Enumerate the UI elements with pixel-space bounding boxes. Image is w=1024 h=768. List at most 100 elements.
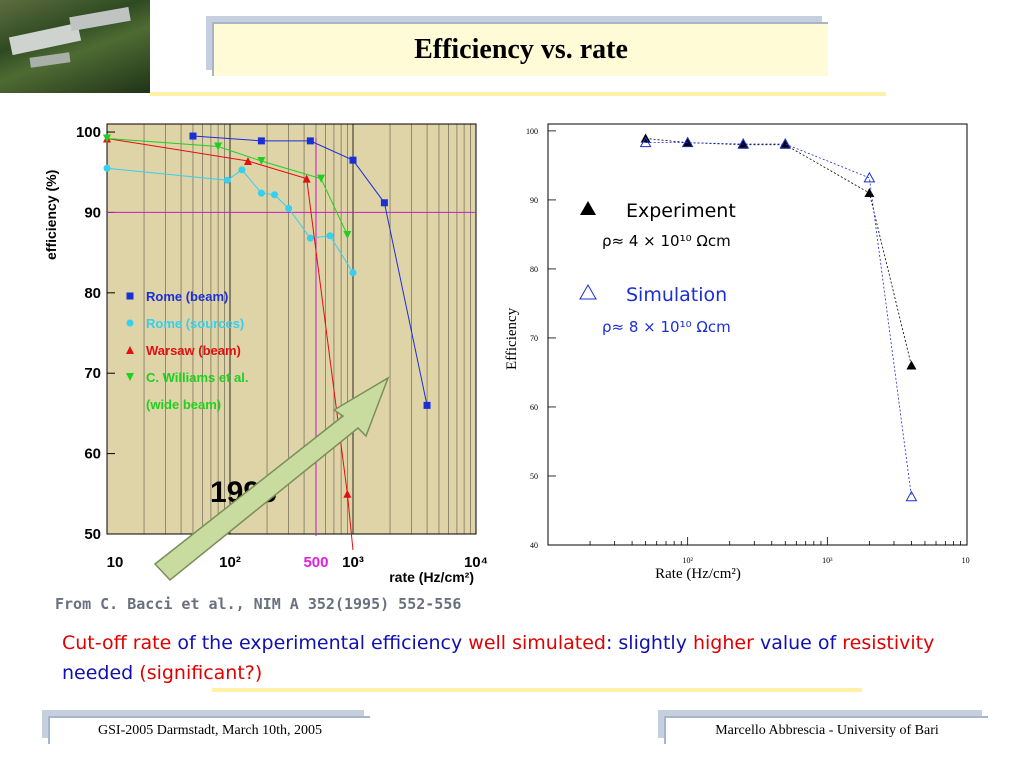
y-tick-label: 50 [530, 472, 538, 481]
conclusion-segment: : slightly [605, 632, 693, 654]
plot-frame [547, 123, 968, 546]
y-tick-label: 90 [530, 196, 538, 205]
conclusion-text: Cut-off rate of the experimental efficie… [62, 628, 982, 688]
legend-sublabel: ρ≈ 8 × 10¹⁰ Ωcm [602, 318, 731, 336]
legend-marker [126, 292, 134, 300]
x-tick-label: 10 [107, 554, 124, 571]
x-axis-label: Rate (Hz/cm²) [655, 566, 741, 582]
y-tick-label: 100 [526, 127, 538, 136]
conclusion-segment: needed [62, 662, 140, 684]
legend-label: Rome (sources) [146, 316, 244, 331]
y-tick-label: 100 [76, 124, 101, 141]
legend-marker [126, 346, 134, 354]
y-axis-label: Efficiency [504, 307, 520, 370]
data-point [306, 234, 314, 242]
legend-marker [126, 319, 134, 327]
y-tick-label: 80 [530, 265, 538, 274]
legend-label: Warsaw (beam) [146, 343, 241, 358]
series-line [106, 137, 348, 236]
x-tick-label: 10⁴ [464, 554, 488, 571]
right-chart: 40 50 60 70 80 90 100 10² 10³ 10⁴ Rate (Hz/cm²) Eff… [504, 123, 970, 582]
series-line [192, 135, 428, 406]
conclusion-segment: (significant?) [139, 662, 263, 684]
footer-right-box: Marcello Abbrescia - University of Bari [664, 716, 988, 744]
data-point [238, 166, 246, 174]
legend-label: (wide beam) [146, 397, 221, 412]
conclusion-segment: resistivity [842, 632, 935, 654]
left-chart: 50 60 70 80 90 100 10 10² 10³ 10⁴ 500 rate (Hz/cm²)… [76, 123, 488, 585]
data-point [302, 174, 311, 183]
plot-frame [106, 123, 477, 535]
y-tick-label: 40 [530, 541, 538, 550]
conclusion-segment: well simulated [468, 632, 606, 654]
data-point [380, 199, 388, 207]
conclusion-segment: value of [753, 632, 843, 654]
slide-title-box: Efficiency vs. rate [212, 22, 828, 76]
data-point [257, 156, 266, 165]
data-point [317, 174, 326, 183]
x-tick-label: 10³ [342, 554, 364, 571]
data-point [306, 137, 314, 145]
data-point [681, 136, 694, 148]
x-tick-label: 10² [682, 556, 693, 565]
y-tick-label: 80 [84, 285, 101, 302]
data-point [682, 137, 693, 147]
data-point [737, 137, 750, 149]
pointer-arrow [153, 376, 390, 582]
data-point [343, 230, 352, 239]
footer-right-text: Marcello Abbrescia - University of Bari [715, 723, 939, 738]
data-point [343, 489, 352, 498]
data-point [423, 401, 431, 409]
conclusion-segment: Cut-off rate [62, 632, 172, 654]
legend-label: Rome (beam) [146, 289, 228, 304]
y-tick-label: 60 [84, 446, 101, 463]
data-point [103, 164, 111, 172]
data-point [223, 176, 231, 184]
data-point [257, 189, 265, 197]
legend-marker [126, 373, 134, 381]
title-underline [150, 92, 886, 96]
x-tick-label: 10³ [822, 556, 833, 565]
legend-label: C. Williams et al. [146, 370, 248, 385]
data-point [103, 134, 111, 143]
legend-label: Simulation [626, 284, 727, 306]
legend-marker [579, 283, 597, 300]
data-point [863, 171, 876, 183]
x-axis-label: rate (Hz/cm²) [389, 569, 474, 585]
x-tick-label: 10⁴ [962, 556, 970, 565]
highlight-500-label: 500 [303, 554, 328, 571]
y-tick-label: 70 [84, 365, 101, 382]
y-tick-label: 60 [530, 403, 538, 412]
footer-left-text: GSI-2005 Darmstadt, March 10th, 2005 [98, 723, 322, 738]
data-point [906, 360, 917, 370]
legend-label: Experiment [626, 200, 736, 222]
footer-left-box: GSI-2005 Darmstadt, March 10th, 2005 [48, 716, 370, 744]
conclusion-underline [212, 688, 862, 692]
svg-text:efficiency (%): efficiency (%) [43, 170, 59, 260]
data-point [243, 156, 252, 165]
conclusion-segment: of the experimental efficiency [171, 632, 469, 654]
data-point [779, 137, 792, 149]
y-tick-label: 90 [84, 204, 101, 221]
data-point [326, 232, 334, 240]
legend-sublabel: ρ≈ 4 × 10¹⁰ Ωcm [602, 232, 731, 250]
data-point [214, 142, 223, 151]
slide-title: Efficiency vs. rate [414, 34, 628, 65]
data-point [257, 137, 265, 145]
x-tick-label: 10² [219, 554, 241, 571]
data-point [349, 269, 357, 277]
data-point [349, 156, 357, 164]
data-point [270, 191, 278, 199]
y-tick-label: 70 [530, 334, 538, 343]
data-point [285, 204, 293, 212]
data-point [780, 139, 791, 149]
data-point [864, 188, 875, 198]
left-chart-ylabel: efficiency (%) [28, 140, 68, 260]
legend-marker [580, 201, 596, 215]
y-tick-label: 50 [84, 526, 101, 543]
header-photo [0, 0, 150, 93]
data-point [905, 490, 918, 502]
data-point [189, 132, 197, 140]
data-point [639, 136, 652, 148]
source-citation: From C. Bacci et al., NIM A 352(1995) 55… [55, 595, 462, 613]
